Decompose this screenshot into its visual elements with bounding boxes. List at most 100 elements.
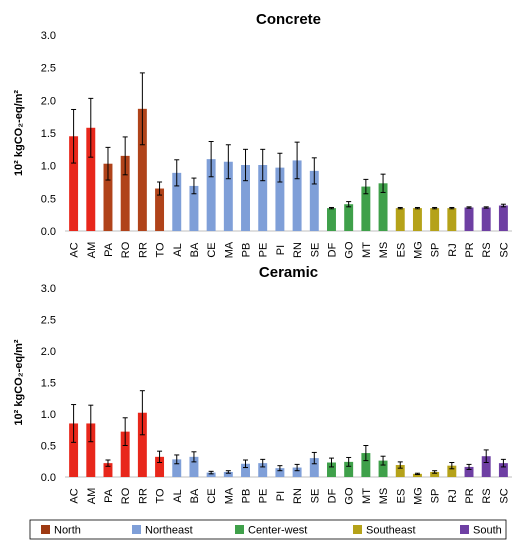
y-tick-label: 0.0 (41, 472, 56, 484)
legend-box (29, 519, 507, 540)
bar-ba (189, 456, 199, 477)
x-tick-label: PR (464, 488, 476, 503)
bar-to (155, 456, 165, 477)
x-tick-label: RN (292, 242, 304, 258)
y-tick-label: 1.5 (41, 128, 56, 140)
legend-swatch (132, 525, 141, 534)
x-tick-label: RO (120, 487, 132, 504)
x-tick-label: AL (172, 489, 184, 502)
x-tick-label: BA (189, 242, 201, 257)
x-tick-label: MG (412, 487, 424, 505)
x-tick-label: PE (258, 489, 270, 504)
y-tick-label: 1.5 (41, 378, 56, 390)
bar-ms (378, 183, 388, 231)
bar-sc (498, 205, 508, 231)
x-tick-label: RN (292, 488, 304, 504)
y-tick-label: 2.0 (41, 346, 56, 358)
bar-df (327, 462, 336, 477)
bar-pe (258, 463, 268, 477)
bar-ba (189, 185, 199, 231)
bar-ms (378, 460, 388, 477)
x-tick-label: BA (189, 488, 201, 503)
legend-label: South (473, 525, 502, 537)
chart-title: Concrete (256, 11, 321, 28)
bar-ro (120, 431, 130, 477)
y-tick-label: 0.5 (41, 193, 56, 205)
y-tick-label: 3.0 (41, 283, 56, 295)
bar-mg (412, 473, 422, 477)
bar-am (86, 127, 96, 231)
bar-sp (430, 208, 440, 231)
x-tick-label: RJ (447, 243, 459, 256)
bar-es (395, 465, 405, 477)
bar-al (172, 172, 182, 231)
bar-pa (103, 463, 113, 477)
bar-al (172, 459, 182, 477)
bar-rj (447, 465, 457, 477)
bar-rn (292, 467, 302, 477)
x-tick-label: RR (137, 242, 149, 258)
x-tick-label: RS (481, 242, 493, 257)
bar-go (344, 461, 354, 477)
chart-title: Ceramic (259, 264, 318, 281)
x-tick-label: PA (103, 242, 115, 257)
x-tick-label: MA (223, 487, 235, 504)
x-tick-label: CE (206, 242, 218, 257)
y-tick-label: 0.0 (41, 226, 56, 238)
x-tick-label: SE (309, 489, 321, 504)
x-tick-label: PA (103, 488, 115, 503)
bar-to (155, 188, 165, 231)
x-tick-label: RS (481, 488, 493, 503)
x-tick-label: RR (137, 488, 149, 504)
y-tick-label: 2.0 (41, 95, 56, 107)
bar-pr (464, 466, 474, 477)
bar-df (327, 208, 336, 231)
bar-pb (241, 463, 250, 477)
x-tick-label: SC (498, 488, 510, 503)
bar-ac (69, 423, 79, 477)
y-tick-label: 3.0 (41, 30, 56, 42)
bar-mt (361, 453, 371, 477)
legend-swatch (235, 525, 244, 534)
bar-ro (120, 155, 130, 231)
y-tick-label: 2.5 (41, 63, 56, 75)
bar-pa (103, 163, 113, 231)
legend-swatch (353, 525, 362, 534)
bar-ce (206, 159, 216, 231)
x-tick-label: SP (430, 243, 442, 258)
legend-label: Southeast (366, 525, 416, 537)
y-axis-label: 10² kgCO₂-eq/m² (13, 90, 25, 177)
bar-pr (464, 207, 474, 231)
x-tick-label: ES (395, 243, 407, 258)
x-tick-label: AC (69, 488, 81, 503)
bar-rr (137, 412, 147, 477)
legend-swatch (460, 525, 469, 534)
x-tick-label: MG (412, 241, 424, 259)
legend-swatch (41, 525, 50, 534)
x-tick-label: MS (378, 488, 390, 505)
bar-ce (206, 472, 216, 477)
legend-label: North (54, 525, 81, 537)
x-tick-label: TO (155, 488, 167, 504)
x-tick-label: PI (275, 491, 287, 501)
bar-rj (447, 208, 457, 231)
x-tick-label: PR (464, 242, 476, 257)
bar-ac (69, 136, 79, 231)
bar-es (395, 208, 405, 231)
bar-rs (481, 456, 491, 477)
x-tick-label: ES (395, 489, 407, 504)
y-axis-label: 10² kgCO₂-eq/m² (13, 339, 25, 426)
bar-rr (137, 108, 147, 231)
bar-sc (498, 463, 508, 477)
x-tick-label: RJ (447, 489, 459, 502)
x-tick-label: MT (361, 242, 373, 258)
bar-mt (361, 186, 371, 231)
x-tick-label: DF (326, 488, 338, 503)
y-tick-label: 1.0 (41, 161, 56, 173)
x-tick-label: GO (344, 487, 356, 505)
x-tick-label: MS (378, 242, 390, 259)
bar-pb (241, 165, 250, 231)
concrete-chart: Concrete 10² kgCO₂-eq/m² 0.0 0.5 1.0 1.5 2.0 2.… (13, 11, 512, 259)
bar-go (344, 204, 354, 231)
